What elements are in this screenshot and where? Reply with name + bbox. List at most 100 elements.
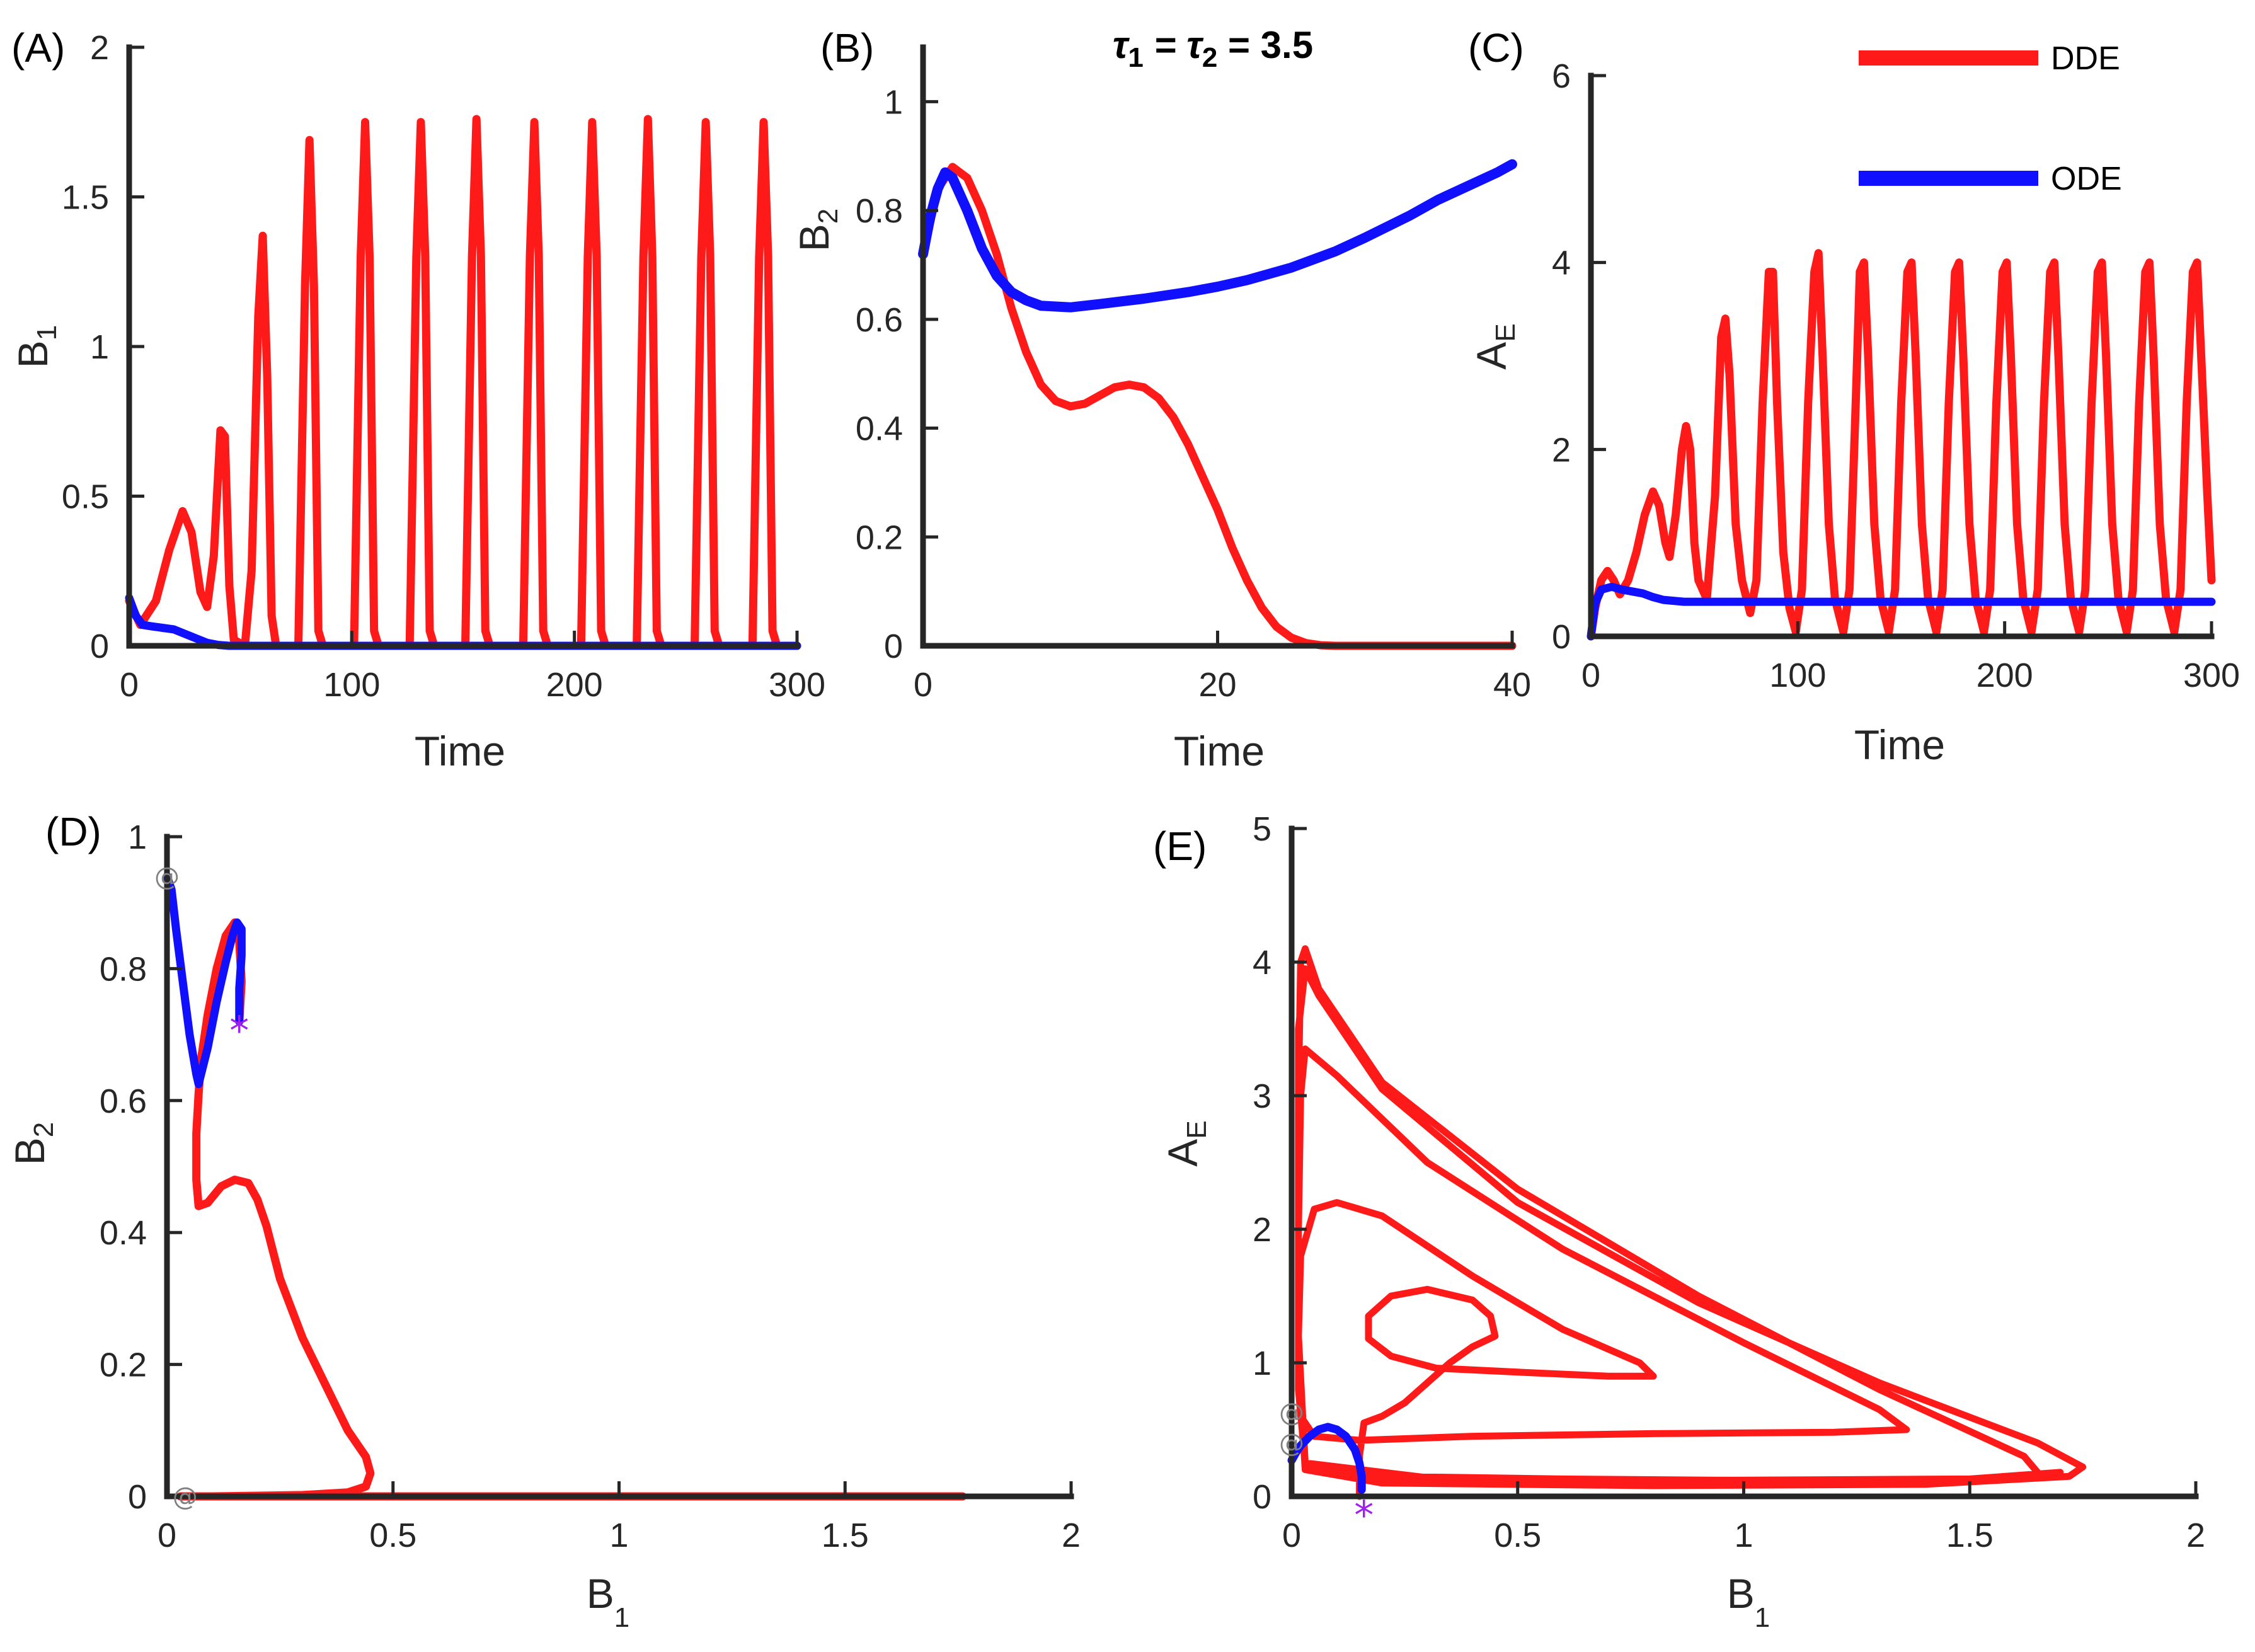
panel-a-y-tick-label: 0: [90, 628, 109, 665]
panel-b-y-tick-label: 0.4: [856, 410, 903, 448]
panel-c-y-tick-label: 2: [1552, 431, 1571, 469]
panel-d-markers: @ @ *: [154, 863, 249, 1511]
title-sub1: 1: [1128, 42, 1143, 73]
panel-d-y-tick-label: 0: [128, 1478, 147, 1516]
panel-d-y-tick-label: 0.2: [100, 1346, 147, 1384]
panel-b-y-label-main: B: [791, 224, 837, 251]
panel-c-y-label-sub: E: [1490, 323, 1521, 341]
panel-e-y-tick-label: 1: [1253, 1345, 1271, 1382]
panel-d-label: (D): [45, 809, 101, 854]
panel-d-x-tick-label: 1.5: [822, 1517, 869, 1554]
legend: DDE ODE: [1859, 40, 2122, 197]
panel-e-x-tick-label: 1.5: [1946, 1517, 1994, 1554]
panel-b-y-tick-label: 0.2: [856, 519, 903, 556]
panel-d: (D) 0 0.5 1 1.5 200.20.40.60.81 @@* B1 B2: [6, 809, 1081, 1633]
panel-c-x-tick-label: 300: [2183, 657, 2240, 694]
panel-a-x-tick-label: 100: [323, 666, 380, 704]
panel-d-y-tick-label: 0.6: [100, 1082, 147, 1120]
panel-a-x-axis-label: Time: [415, 728, 505, 774]
panel-c-y-tick-label: 4: [1552, 244, 1571, 282]
panel-b-x-tick-label: 40: [1493, 666, 1531, 704]
panel-e-label: (E): [1153, 823, 1207, 869]
panel-c-x-tick-label: 200: [1977, 657, 2033, 694]
panel-e-y-tick-label: 3: [1253, 1077, 1271, 1115]
panel-d-x-tick-label: 0.5: [369, 1517, 416, 1554]
panel-b-dde-line: [919, 163, 1517, 650]
panel-b-y-axis-label: B2: [791, 209, 844, 252]
title-value: = 3.5: [1217, 24, 1313, 66]
panel-d-end-marker: *: [229, 1008, 249, 1054]
panel-d-series: [163, 872, 967, 1501]
panel-d-start-marker: @: [173, 1483, 198, 1511]
panel-c-y-label-main: A: [1468, 342, 1515, 370]
panel-e-start-marker: @: [1279, 1429, 1304, 1458]
panel-e-x-tick-label: 2: [2186, 1517, 2205, 1554]
panel-e-dde-line: [1295, 945, 2087, 1500]
panel-c-dde-line: [1587, 249, 2216, 641]
figure-title: τ1 = τ2 = 3.5: [1113, 24, 1313, 73]
panel-a-series: [125, 115, 801, 650]
title-sub2: 2: [1202, 42, 1217, 73]
panel-e-start-marker: @: [1279, 1398, 1304, 1427]
panel-e-y-tick-label: 4: [1253, 944, 1271, 982]
panel-c-x-tick-label: 100: [1769, 657, 1826, 694]
panel-e-x-label-sub: 1: [1755, 1602, 1770, 1633]
panel-b-ode-line: [918, 159, 1517, 313]
panel-d-start-marker: @: [154, 863, 180, 892]
panel-e-axes: 0 0.5 1 1.5 2 0 1 2 3 4 5: [1253, 810, 2205, 1554]
panel-e-y-tick-label: 2: [1253, 1211, 1271, 1249]
legend-dde-label: DDE: [2051, 40, 2120, 77]
panel-d-y-tick-label: 0.8: [100, 950, 147, 988]
panel-d-x-tick-label: 0: [158, 1517, 176, 1554]
panel-d-x-label-sub: 1: [614, 1602, 629, 1633]
panel-c-x-axis-label: Time: [1854, 721, 1945, 768]
panel-c-y-axis-label: AE: [1468, 323, 1521, 369]
panel-e-ode-line: [1287, 1423, 1366, 1494]
panel-c-ode-line: [1587, 582, 2216, 641]
panel-d-y-label-main: B: [6, 1137, 53, 1165]
panel-e-x-tick-label: 1: [1734, 1517, 1753, 1554]
panel-a-y-tick-label: 0.5: [62, 478, 109, 516]
panel-b-y-tick-label: 0.8: [856, 192, 903, 230]
panel-c-label: (C): [1468, 25, 1524, 71]
title-mid: = τ: [1144, 24, 1204, 66]
panel-b-label: (B): [820, 25, 874, 71]
panel-e-y-tick-label: 5: [1253, 810, 1271, 848]
panel-a-y-tick-label: 1.5: [62, 179, 109, 217]
panel-c-series: [1587, 249, 2216, 641]
panel-a-x-tick-label: 0: [120, 666, 139, 704]
panel-a-y-tick-label: 2: [90, 29, 109, 67]
panel-d-x-label-main: B: [587, 1570, 614, 1617]
panel-a-y-label-sub: 1: [32, 325, 62, 340]
panel-e-y-label-main: A: [1159, 1139, 1206, 1167]
title-tau1: τ: [1113, 24, 1130, 66]
panel-d-ode-line: [163, 872, 246, 1089]
panel-d-y-tick-label: 1: [128, 818, 147, 856]
panel-a-y-tick-label: 1: [90, 328, 109, 366]
panel-a-dde-line: [125, 115, 801, 650]
panel-d-y-axis-label: B2: [6, 1122, 59, 1166]
panel-e-series: [1287, 945, 2087, 1500]
panel-e-y-axis-label: AE: [1159, 1120, 1212, 1166]
panel-e-y-tick-label: 0: [1253, 1478, 1271, 1516]
panel-a-y-label-main: B: [9, 340, 56, 368]
panel-d-axes: 0 0.5 1 1.5 2 0 0.2 0.4 0.6 0.8 1: [100, 818, 1081, 1554]
panel-e-x-tick-label: 0.5: [1494, 1517, 1541, 1554]
panel-c-axes: 0 100 200 300 0 2 4 6: [1552, 57, 2240, 694]
panel-b-y-tick-label: 1: [884, 83, 903, 121]
panel-c: (C) 0 100 200 300 0 2 4 6 Time AE DDE ODE: [1468, 25, 2240, 768]
panel-c-y-tick-label: 6: [1552, 57, 1571, 95]
panel-d-x-tick-label: 1: [609, 1517, 628, 1554]
panel-b-y-label-sub: 2: [813, 209, 844, 224]
panel-e-y-label-sub: E: [1181, 1120, 1212, 1139]
panel-a-axes: 0 100 200 300 0 0.5 1 1.5 2: [62, 29, 825, 704]
panel-b-y-tick-label: 0: [884, 628, 903, 665]
panel-b-x-tick-label: 0: [914, 666, 932, 704]
panel-d-x-axis-label: B1: [587, 1570, 630, 1633]
panel-d-dde-line: [176, 918, 967, 1501]
legend-ode-label: ODE: [2051, 161, 2122, 197]
